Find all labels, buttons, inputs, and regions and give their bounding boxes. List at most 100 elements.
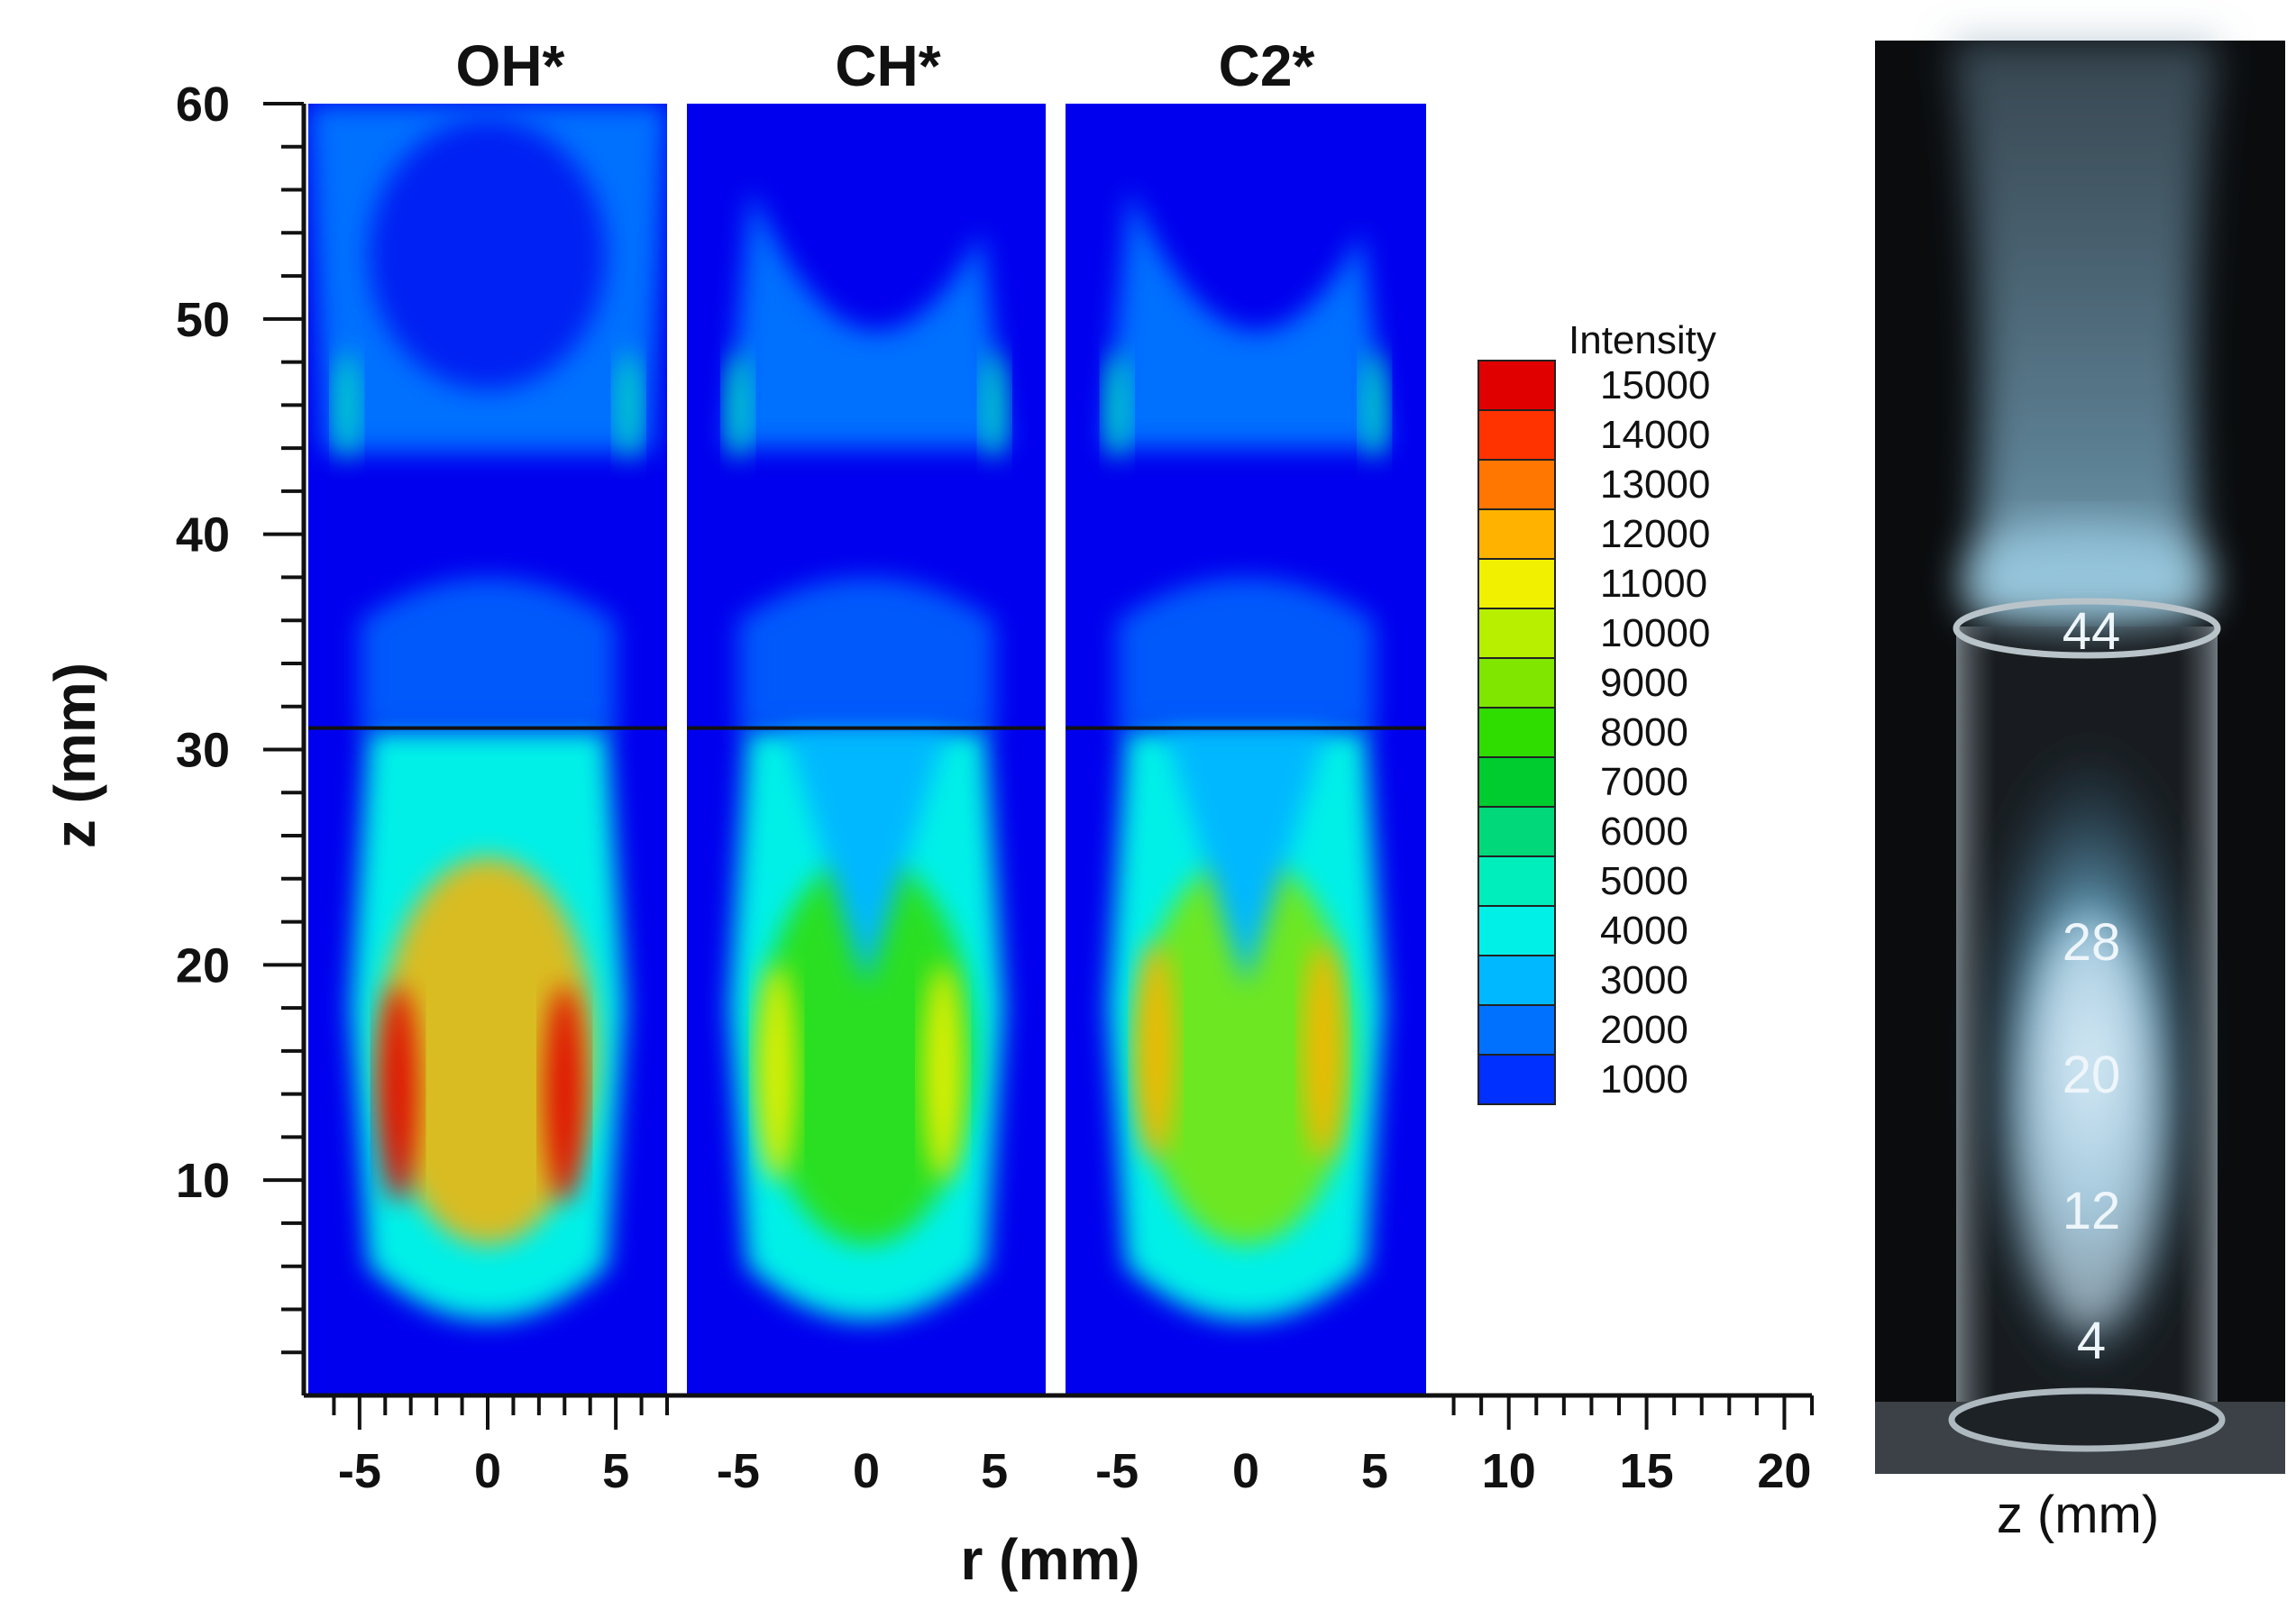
x-tick-label-panel-c2: 0 [1232, 1444, 1259, 1498]
upper-horn-oh-1 [616, 351, 642, 460]
colorbar-label: 3000 [1600, 958, 1688, 1002]
colorbar-label: 14000 [1600, 413, 1710, 457]
x-tick-label: -5 [338, 1444, 381, 1498]
x-tick-label: 20 [1757, 1444, 1811, 1498]
photo-height-label: 4 [2077, 1312, 2106, 1370]
colorbar-swatch [1477, 1004, 1556, 1056]
peak-spot-ch-1 [923, 964, 964, 1181]
x-tick-label-panel-ch: 5 [981, 1444, 1008, 1498]
colorbar-label: 9000 [1600, 661, 1688, 705]
photo-tube-rim-top [1953, 598, 2221, 659]
x-tick-label: 10 [1482, 1444, 1536, 1498]
y-tick-label: 20 [176, 938, 230, 992]
colorbar-swatch [1477, 1054, 1556, 1105]
colorbar-swatch [1477, 608, 1556, 659]
heatmap-panels [308, 104, 1426, 1395]
flame-body-c2 [1138, 856, 1354, 1245]
colorbar-label: 15000 [1600, 363, 1710, 407]
colorbar-swatch [1477, 508, 1556, 560]
y-tick-label: 40 [176, 508, 230, 563]
photo-flame-bright [2017, 919, 2162, 1334]
y-tick-label: 60 [176, 78, 230, 132]
colorbar-swatch [1477, 905, 1556, 956]
colorbar-swatch [1477, 756, 1556, 808]
y-tick-label: 10 [176, 1154, 230, 1208]
colorbar-swatch [1477, 657, 1556, 709]
upper-horn-oh-0 [334, 351, 360, 460]
x-tick-label: 15 [1620, 1444, 1674, 1498]
heatmap-panel-ch [687, 104, 1046, 1395]
x-tick-label-panel-ch: -5 [717, 1444, 760, 1498]
colorbar-swatch [1477, 409, 1556, 461]
colorbar: Intensity 15000 14000 13000 12000 11000 10000… [1477, 318, 1716, 1105]
colorbar-swatches [1477, 360, 1556, 1105]
y-tick-label: 50 [176, 293, 230, 347]
x-tick-label: 0 [474, 1444, 501, 1498]
colorbar-swatch [1477, 806, 1556, 857]
flame-region-upper-ch [725, 189, 1008, 449]
x-ticks: -5 0 5 -5 0 5 -5 0 5 10 15 20 [332, 1395, 1814, 1498]
colorbar-swatch [1477, 855, 1556, 907]
colorbar-label: 11000 [1600, 562, 1707, 606]
upper-horn-ch-0 [725, 351, 751, 460]
heatmap-panel-oh [308, 104, 667, 1395]
x-axis-title: r (mm) [960, 1527, 1139, 1592]
panel-title-c2: C2* [1219, 33, 1315, 98]
colorbar-label: 1000 [1600, 1057, 1688, 1102]
colorbar-label: 6000 [1600, 810, 1688, 854]
colorbar-swatch [1477, 558, 1556, 609]
y-tick-label: 30 [176, 724, 230, 778]
colorbar-label: 10000 [1600, 611, 1710, 655]
y-ticks: 10 20 30 40 50 60 [176, 78, 304, 1355]
flame-upper-hollow-oh [369, 119, 607, 390]
peak-spot-ch-0 [756, 964, 797, 1181]
colorbar-label: 2000 [1600, 1008, 1688, 1052]
colorbar-label: 4000 [1600, 909, 1688, 953]
upper-horn-ch-1 [982, 351, 1008, 460]
y-axis: 10 20 30 40 50 60 z (mm) [42, 78, 306, 1395]
photo-plume [1952, 41, 2218, 613]
panel-title-ch: CH* [835, 33, 940, 98]
colorbar-swatch [1477, 955, 1556, 1006]
colorbar-labels: 15000 14000 13000 12000 11000 10000 9000 8000 70… [1600, 363, 1710, 1102]
peak-spot-c2-1 [1303, 942, 1343, 1159]
colorbar-swatch [1477, 459, 1556, 510]
photo-height-label: 28 [2063, 913, 2121, 972]
colorbar-swatch [1477, 707, 1556, 758]
upper-horn-c2-0 [1104, 351, 1130, 460]
x-tick-label-panel-c2: 5 [1361, 1444, 1388, 1498]
x-tick-label-panel-c2: -5 [1095, 1444, 1139, 1498]
flame-region-upper-c2 [1103, 189, 1388, 449]
peak-spot-oh-0 [378, 985, 418, 1203]
upper-horn-c2-1 [1361, 351, 1387, 460]
flame-core-dip-ch [784, 727, 948, 987]
flame-core-dip-c2 [1163, 727, 1329, 987]
colorbar-swatch [1477, 360, 1556, 411]
photo-height-label: 20 [2063, 1046, 2121, 1104]
flame-body-oh [380, 856, 596, 1245]
colorbar-label: 8000 [1600, 710, 1688, 755]
x-tick-label: 5 [602, 1444, 629, 1498]
peak-spot-c2-0 [1136, 942, 1175, 1159]
peak-spot-oh-1 [544, 985, 585, 1203]
flame-region-middle-ch [737, 577, 995, 728]
colorbar-label: 13000 [1600, 462, 1710, 507]
panel-title-oh: OH* [456, 33, 565, 98]
flame-body-ch [758, 856, 974, 1245]
heatmap-panel-c2 [1066, 104, 1426, 1395]
x-tick-label-panel-ch: 0 [853, 1444, 880, 1498]
colorbar-label: 5000 [1600, 859, 1688, 903]
photo-height-label: 12 [2063, 1182, 2121, 1240]
colorbar-title: Intensity [1569, 318, 1716, 362]
flame-region-middle-oh [359, 577, 617, 728]
flame-region-middle-c2 [1117, 577, 1375, 728]
photo-height-label: 44 [2063, 602, 2121, 661]
colorbar-label: 7000 [1600, 760, 1688, 804]
colorbar-label: 12000 [1600, 512, 1710, 556]
x-axis: -5 0 5 -5 0 5 -5 0 5 10 15 20 r (mm) [304, 1393, 1814, 1592]
flame-photo: 44 28 20 12 4 z (mm) [1875, 41, 2285, 1544]
panel-titles: OH* CH* C2* [456, 33, 1315, 98]
y-axis-title: z (mm) [42, 663, 107, 848]
photo-axis-label: z (mm) [1997, 1486, 2159, 1544]
